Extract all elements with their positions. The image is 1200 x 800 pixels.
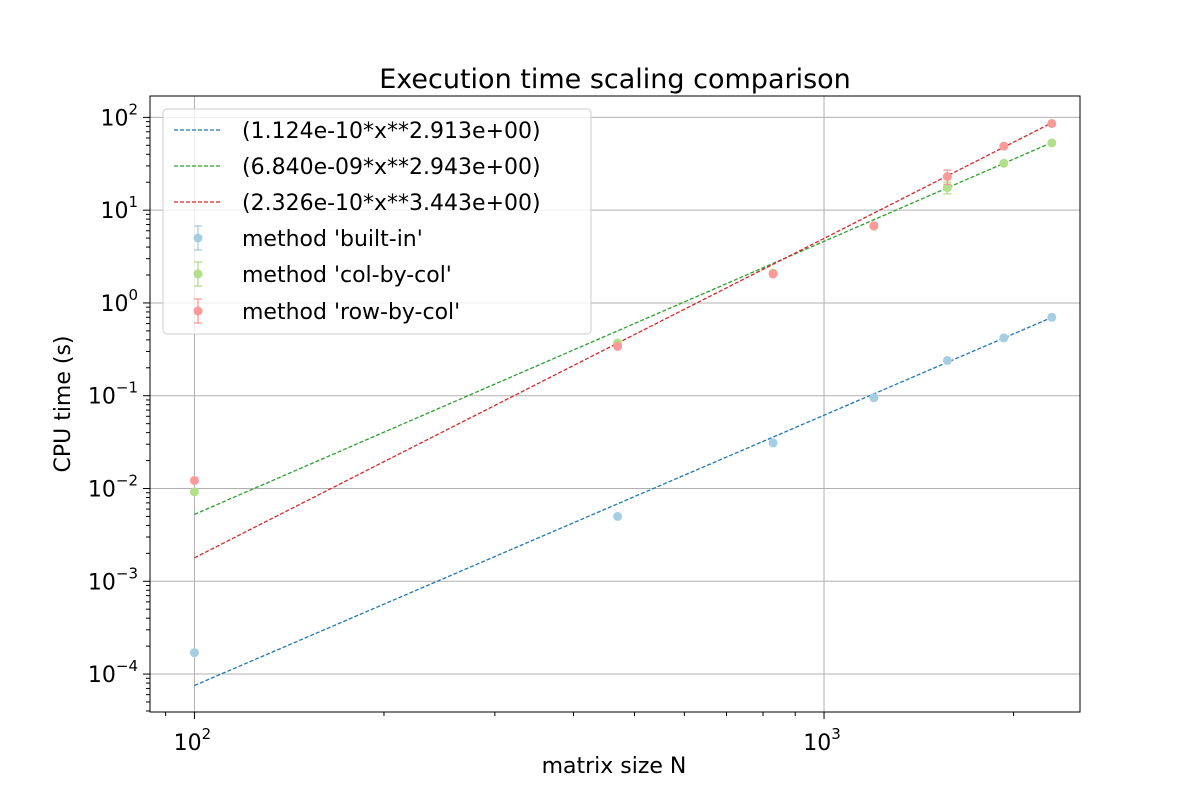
data-point bbox=[942, 183, 952, 193]
y-tick-label: 10−4 bbox=[88, 657, 138, 688]
y-tick-label: 100 bbox=[100, 286, 138, 317]
y-tick-base: 10 bbox=[88, 570, 116, 595]
data-point bbox=[613, 511, 623, 521]
x-axis-label: matrix size N bbox=[542, 754, 687, 779]
data-point bbox=[999, 158, 1009, 168]
legend-series-label: method 'col-by-col' bbox=[242, 263, 452, 288]
y-tick-base: 10 bbox=[88, 477, 116, 502]
x-tick-label: 103 bbox=[803, 725, 841, 756]
legend-marker bbox=[193, 269, 203, 279]
legend-marker bbox=[193, 233, 203, 243]
y-tick-base: 10 bbox=[88, 385, 116, 410]
data-point bbox=[768, 438, 778, 448]
legend-fit-label: (2.326e-10*x**3.443e+00) bbox=[242, 191, 541, 216]
data-point bbox=[942, 355, 952, 365]
legend: (1.124e-10*x**2.913e+00) (6.840e-09*x**2.… bbox=[162, 108, 592, 335]
data-points bbox=[189, 118, 1057, 658]
fit-line bbox=[194, 316, 1053, 687]
fit-lines bbox=[194, 122, 1053, 687]
x-tick-label: 102 bbox=[174, 725, 212, 756]
data-point bbox=[189, 487, 199, 497]
y-tick-exponent: 2 bbox=[128, 100, 138, 118]
y-tick-exponent: −4 bbox=[116, 657, 138, 675]
data-point bbox=[869, 221, 879, 231]
y-tick-exponent: −3 bbox=[116, 564, 138, 582]
data-point bbox=[768, 269, 778, 279]
legend-fit-label: (1.124e-10*x**2.913e+00) bbox=[242, 119, 541, 144]
y-tick-base: 10 bbox=[100, 106, 128, 131]
y-tick-base: 10 bbox=[88, 663, 116, 688]
y-tick-label: 10−1 bbox=[88, 379, 138, 410]
y-tick-base: 10 bbox=[100, 199, 128, 224]
y-tick-exponent: −2 bbox=[116, 471, 138, 489]
data-point bbox=[999, 333, 1009, 343]
y-tick-base: 10 bbox=[100, 292, 128, 317]
x-tick-exponent: 3 bbox=[831, 725, 841, 743]
x-tick-exponent: 2 bbox=[202, 725, 212, 743]
fit-line bbox=[194, 122, 1053, 559]
plot-frame bbox=[149, 95, 1081, 713]
y-tick-label: 10−2 bbox=[88, 471, 138, 502]
y-tick-label: 10−3 bbox=[88, 564, 138, 595]
legend-box bbox=[162, 108, 592, 335]
data-point bbox=[942, 172, 952, 182]
y-tick-exponent: 0 bbox=[128, 286, 138, 304]
data-point bbox=[1047, 118, 1057, 128]
y-axis-label: CPU time (s) bbox=[51, 335, 76, 472]
y-tick-label: 101 bbox=[100, 193, 138, 224]
legend-marker bbox=[193, 306, 203, 316]
legend-series-label: method 'built-in' bbox=[242, 227, 423, 252]
x-tick-base: 10 bbox=[174, 731, 202, 756]
legend-fit-label: (6.840e-09*x**2.943e+00) bbox=[242, 155, 541, 180]
y-tick-exponent: 1 bbox=[128, 193, 138, 211]
data-point bbox=[1047, 312, 1057, 322]
data-point bbox=[869, 393, 879, 403]
legend-series-label: method 'row-by-col' bbox=[242, 300, 460, 325]
data-point bbox=[1047, 138, 1057, 148]
x-tick-base: 10 bbox=[803, 731, 831, 756]
data-point bbox=[999, 141, 1009, 151]
chart-title: Execution time scaling comparison bbox=[379, 64, 851, 95]
data-point bbox=[189, 475, 199, 485]
data-point bbox=[189, 648, 199, 658]
data-point bbox=[613, 341, 623, 351]
y-tick-label: 102 bbox=[100, 100, 138, 131]
y-tick-exponent: −1 bbox=[116, 379, 138, 397]
